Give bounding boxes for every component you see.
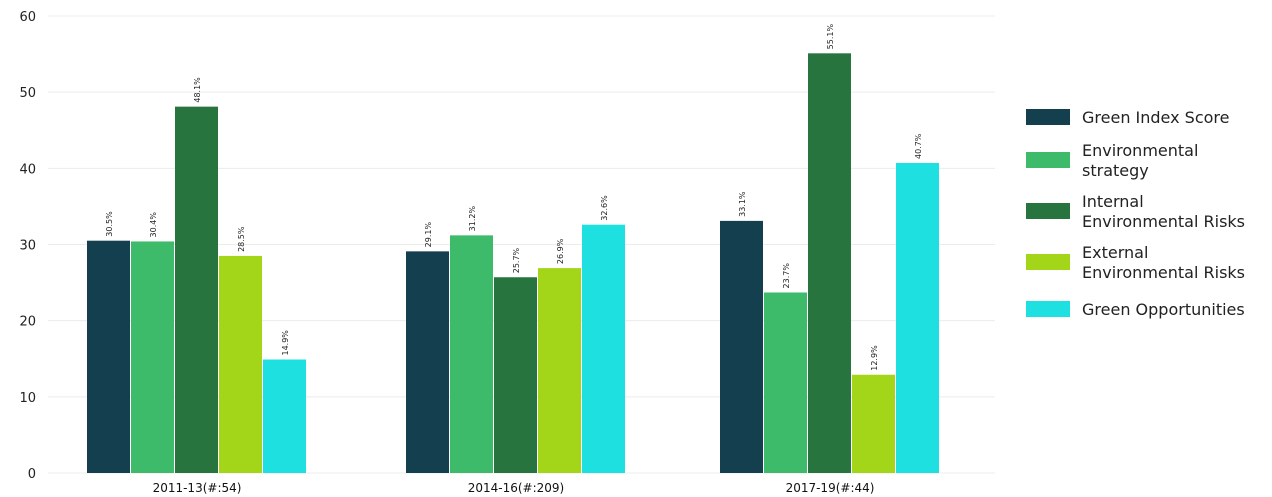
- legend-swatch: [1026, 254, 1070, 270]
- bar-value-label: 48.1%: [193, 77, 202, 103]
- legend-label: Internal: [1082, 192, 1144, 211]
- bar-value-label: 26.9%: [556, 238, 565, 264]
- bar-value-label: 14.9%: [281, 330, 290, 356]
- legend-label: Environmental: [1082, 141, 1198, 160]
- legend-label: Green Index Score: [1082, 108, 1229, 127]
- bar-value-label: 25.7%: [512, 247, 521, 273]
- bar: [494, 277, 537, 473]
- bar: [263, 359, 306, 473]
- bar-value-label: 32.6%: [600, 195, 609, 221]
- bar-value-label: 23.7%: [782, 263, 791, 289]
- y-tick-label: 40: [19, 162, 36, 177]
- bar-value-label: 12.9%: [870, 345, 879, 371]
- bar: [720, 220, 763, 473]
- legend-swatch: [1026, 203, 1070, 219]
- y-axis: 0 10 20 30 40 50 60: [19, 10, 36, 482]
- legend-swatch: [1026, 152, 1070, 168]
- legend-label: Green Opportunities: [1082, 300, 1245, 319]
- bar: [406, 251, 449, 473]
- bar-value-label: 40.7%: [914, 133, 923, 159]
- x-tick-label: 2017-19(#:44): [786, 481, 875, 495]
- y-tick-label: 0: [28, 467, 36, 482]
- bar-value-label: 33.1%: [738, 191, 747, 217]
- y-tick-label: 60: [19, 10, 36, 25]
- bar: [131, 241, 174, 473]
- bar: [175, 106, 218, 473]
- bar: [808, 53, 851, 474]
- y-tick-label: 30: [19, 239, 36, 254]
- bar: [538, 268, 581, 473]
- bar-value-label: 55.1%: [826, 24, 835, 50]
- bar: [450, 235, 493, 473]
- bar: [764, 292, 807, 473]
- bar-value-label: 29.1%: [424, 222, 433, 248]
- bar: [852, 374, 895, 473]
- bars-layer: 30.5% 30.4% 48.1% 28.5% 14.9% 29.1% 31.2% 25.7%…: [87, 24, 939, 474]
- bar-value-label: 30.5%: [105, 211, 114, 237]
- legend-swatch: [1026, 109, 1070, 125]
- legend-label: External: [1082, 243, 1148, 262]
- bar-value-label: 30.4%: [149, 212, 158, 238]
- y-tick-label: 50: [19, 86, 36, 101]
- legend-label: Environmental Risks: [1082, 212, 1245, 231]
- bar-value-label: 31.2%: [468, 206, 477, 232]
- y-tick-label: 10: [19, 391, 36, 406]
- bar: [87, 240, 130, 473]
- bar-value-label: 28.5%: [237, 226, 246, 252]
- legend-label: Environmental Risks: [1082, 263, 1245, 282]
- legend-swatch: [1026, 301, 1070, 317]
- bar: [219, 255, 262, 473]
- x-tick-label: 2014-16(#:209): [468, 481, 565, 495]
- legend-label: strategy: [1082, 161, 1149, 180]
- y-tick-label: 20: [19, 315, 36, 330]
- bar: [896, 163, 939, 474]
- x-axis: 2011-13(#:54) 2014-16(#:209) 2017-19(#:44): [153, 481, 875, 495]
- bar: [582, 224, 625, 473]
- x-tick-label: 2011-13(#:54): [153, 481, 242, 495]
